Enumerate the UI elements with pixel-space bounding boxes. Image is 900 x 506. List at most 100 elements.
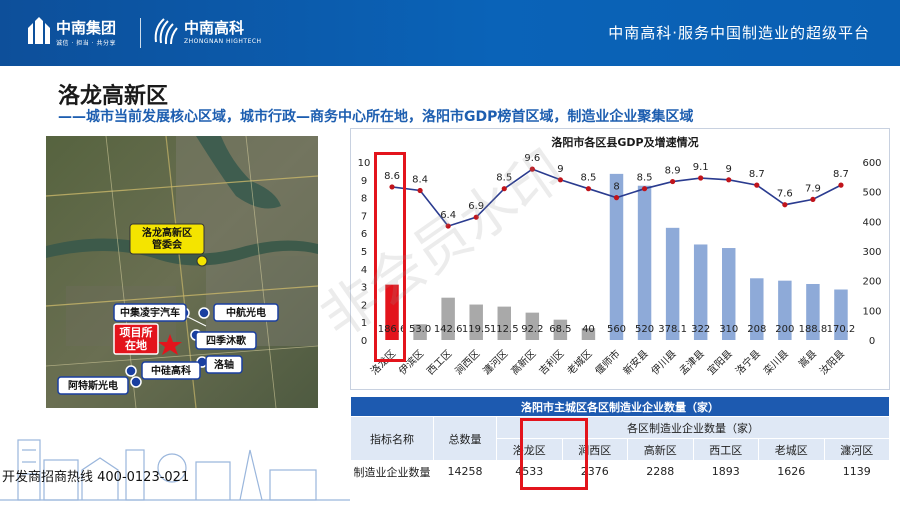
growth-rate-label: 8.5 (496, 173, 512, 184)
label-luozhou: 洛轴 (214, 358, 234, 371)
growth-rate-point (557, 177, 563, 183)
highlight-box-table (520, 418, 588, 490)
factory-line-art (0, 439, 350, 501)
right-axis-tick-label: 400 (862, 217, 881, 228)
right-axis-tick-label: 0 (869, 336, 875, 347)
bar (693, 244, 708, 340)
bar-data-label: 188.8 (799, 324, 828, 335)
table-district: 老城区 (758, 438, 825, 461)
bar (665, 227, 680, 340)
growth-rate-point (473, 214, 479, 220)
bar-data-label: 68.5 (549, 324, 571, 335)
brand1-name: 中南集团 (56, 19, 117, 37)
table-district: 瀍河区 (823, 438, 890, 461)
header-bar: 中南集团 诚信 · 担当 · 共分享 中南高科 ZHONGNAN HIGHTEC… (0, 0, 900, 66)
bar-data-label: 53.0 (409, 324, 431, 335)
table-value: 2376 (561, 460, 628, 483)
map-label-luozhou: 洛轴 (205, 355, 243, 374)
bar (581, 328, 596, 340)
label-lingyu: 中集凌宇汽车 (120, 306, 180, 319)
right-axis-tick-label: 600 (862, 158, 881, 169)
left-axis-tick-label: 2 (361, 300, 367, 311)
page-subtitle: ——城市当前发展核心区域，城市行政—商务中心所在地，洛阳市GDP榜首区域，制造业… (58, 109, 694, 125)
growth-rate-point (810, 196, 816, 202)
growth-rate-point (698, 175, 704, 181)
bar (778, 280, 792, 340)
satellite-map: 洛龙高新区 管委会 中集凌宇汽车 中航光电 项目所 在地 四季沐歌 洛轴 中硅高… (46, 136, 318, 408)
bar-data-label: 322 (691, 324, 710, 335)
growth-rate-label: 7.9 (805, 183, 821, 194)
growth-rate-point (417, 187, 423, 194)
growth-rate-point (726, 177, 732, 183)
group-logo-icon (28, 17, 50, 44)
growth-rate-label: 8.5 (637, 173, 653, 184)
growth-rate-label: 8.5 (580, 173, 596, 184)
left-axis-tick-label: 0 (361, 336, 367, 347)
map-label-ates: 阿特斯光电 (57, 376, 129, 395)
highlight-box-luolong (374, 152, 406, 362)
bar (469, 304, 483, 340)
growth-rate-label: 9.1 (693, 162, 709, 173)
growth-rate-point (838, 182, 844, 188)
zhongnan-hightech-logo: 中南高科 ZHONGNAN HIGHTECH (152, 16, 261, 50)
right-axis-tick-label: 100 (862, 306, 881, 317)
label-ates: 阿特斯光电 (68, 379, 118, 392)
bar (637, 185, 652, 340)
growth-rate-label: 8.4 (412, 174, 428, 185)
header-slogan: 中南高科·服务中国制造业的超级平台 (608, 24, 870, 42)
map-label-project: 项目所 在地 (113, 323, 159, 355)
map-label-committee: 洛龙高新区 管委会 (129, 223, 205, 255)
table-value: 1139 (823, 460, 890, 483)
label-guigao: 中硅高科 (151, 364, 191, 377)
table-value: 2288 (627, 460, 694, 483)
bar-data-label: 200 (775, 324, 794, 335)
growth-rate-label: 8.6 (384, 171, 400, 182)
bar (806, 283, 820, 340)
right-axis-tick-label: 300 (862, 247, 881, 258)
map-label-zhonghang: 中航光电 (213, 303, 279, 322)
growth-rate-point (782, 202, 788, 208)
growth-rate-label: 9.6 (524, 153, 540, 164)
growth-rate-point (641, 186, 648, 192)
label-committee-line2: 管委会 (152, 238, 182, 251)
chart-title: 洛阳市各区县GDP及增速情况 (551, 135, 698, 149)
growth-rate-point (670, 178, 676, 185)
left-axis-tick-label: 9 (361, 176, 367, 187)
bar (525, 312, 540, 340)
growth-rate-label: 6.4 (440, 210, 456, 221)
growth-rate-point (585, 186, 592, 192)
bar-data-label: 378.1 (658, 324, 687, 335)
label-siji: 四季沐歌 (206, 334, 247, 347)
growth-rate-point (613, 195, 620, 201)
bar-data-label: 170.2 (827, 324, 856, 335)
bar-data-label: 310 (719, 324, 738, 335)
table-value: 1893 (692, 460, 759, 483)
bar-data-label: 112.5 (490, 324, 519, 335)
label-project-line1: 项目所 (120, 325, 153, 339)
left-axis-tick-label: 1 (361, 318, 367, 329)
page-title: 洛龙高新区 (58, 84, 169, 109)
brand2-name: 中南高科 (184, 19, 245, 37)
right-axis-tick-label: 200 (862, 277, 881, 288)
right-axis-tick-label: 500 (862, 188, 881, 199)
bar-data-label: 208 (747, 324, 766, 335)
bar (497, 306, 511, 340)
enterprise-table: 洛阳市主城区各区制造业企业数量（家） 指标名称 总数量 各区制造业企业数量（家）… (350, 396, 890, 496)
bar (722, 248, 736, 340)
growth-rate-point (501, 186, 507, 192)
map-label-guigao: 中硅高科 (141, 361, 201, 380)
table-title: 洛阳市主城区各区制造业企业数量（家） (350, 396, 890, 417)
label-zhonghang: 中航光电 (226, 306, 266, 319)
bar-data-label: 186.6 (378, 324, 407, 335)
label-project-line2: 在地 (125, 338, 147, 352)
bar-data-label: 119.5 (462, 324, 491, 335)
bar (834, 289, 848, 340)
bar (609, 173, 624, 340)
map-label-siji: 四季沐歌 (195, 331, 257, 350)
growth-rate-label: 8.7 (833, 169, 849, 180)
growth-rate-label: 9 (557, 164, 563, 175)
hightech-logo-icon (154, 18, 178, 45)
gdp-chart-svg: 洛阳市各区县GDP及增速情况 186.6 53.0 142.6 119.5 112.5 9… (350, 128, 890, 390)
bar-data-label: 560 (607, 324, 626, 335)
growth-rate-label: 9 (726, 164, 732, 175)
